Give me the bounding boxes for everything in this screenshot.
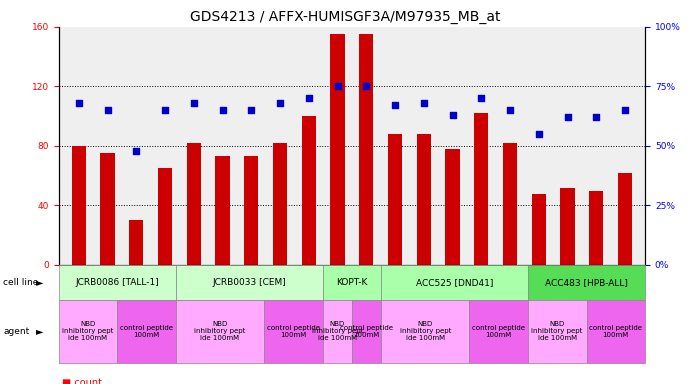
- Text: NBD
inhibitory pept
ide 100mM: NBD inhibitory pept ide 100mM: [195, 321, 246, 341]
- Text: agent: agent: [3, 327, 30, 336]
- Bar: [417, 134, 431, 265]
- Bar: [129, 220, 144, 265]
- Bar: [474, 113, 489, 265]
- Point: [390, 103, 401, 109]
- Point: [418, 100, 429, 106]
- Text: GDS4213 / AFFX-HUMISGF3A/M97935_MB_at: GDS4213 / AFFX-HUMISGF3A/M97935_MB_at: [190, 10, 500, 23]
- Bar: [158, 168, 172, 265]
- Point: [332, 83, 343, 89]
- Text: NBD
inhibitory pept
ide 100mM: NBD inhibitory pept ide 100mM: [312, 321, 363, 341]
- Point: [246, 107, 257, 113]
- Text: ■ count: ■ count: [62, 378, 102, 384]
- Point: [620, 107, 631, 113]
- Point: [275, 100, 286, 106]
- Point: [304, 95, 315, 101]
- Text: NBD
inhibitory pept
ide 100mM: NBD inhibitory pept ide 100mM: [531, 321, 583, 341]
- Point: [504, 107, 515, 113]
- Bar: [302, 116, 316, 265]
- Bar: [589, 190, 604, 265]
- Bar: [215, 156, 230, 265]
- Bar: [531, 194, 546, 265]
- Bar: [560, 188, 575, 265]
- Text: control peptide
100mM: control peptide 100mM: [267, 325, 319, 338]
- Point: [533, 131, 544, 137]
- Point: [73, 100, 84, 106]
- Text: ACC525 [DND41]: ACC525 [DND41]: [416, 278, 493, 287]
- Text: ACC483 [HPB-ALL]: ACC483 [HPB-ALL]: [545, 278, 628, 287]
- Point: [188, 100, 199, 106]
- Bar: [359, 34, 373, 265]
- Text: JCRB0033 [CEM]: JCRB0033 [CEM]: [213, 278, 286, 287]
- Point: [476, 95, 487, 101]
- Point: [591, 114, 602, 121]
- Point: [131, 147, 142, 154]
- Text: NBD
inhibitory pept
ide 100mM: NBD inhibitory pept ide 100mM: [400, 321, 451, 341]
- Text: control peptide
100mM: control peptide 100mM: [472, 325, 525, 338]
- Point: [361, 83, 372, 89]
- Text: control peptide
100mM: control peptide 100mM: [340, 325, 393, 338]
- Bar: [445, 149, 460, 265]
- Text: JCRB0086 [TALL-1]: JCRB0086 [TALL-1]: [75, 278, 159, 287]
- Point: [447, 112, 458, 118]
- Bar: [100, 153, 115, 265]
- Text: ►: ►: [36, 326, 43, 336]
- Text: KOPT-K: KOPT-K: [336, 278, 368, 287]
- Point: [217, 107, 228, 113]
- Bar: [618, 173, 632, 265]
- Bar: [388, 134, 402, 265]
- Text: NBD
inhibitory pept
ide 100mM: NBD inhibitory pept ide 100mM: [62, 321, 114, 341]
- Text: cell line: cell line: [3, 278, 39, 287]
- Bar: [273, 143, 287, 265]
- Text: ►: ►: [36, 277, 43, 287]
- Text: control peptide
100mM: control peptide 100mM: [120, 325, 173, 338]
- Text: control peptide
100mM: control peptide 100mM: [589, 325, 642, 338]
- Bar: [72, 146, 86, 265]
- Bar: [244, 156, 259, 265]
- Bar: [331, 34, 345, 265]
- Point: [102, 107, 113, 113]
- Bar: [186, 143, 201, 265]
- Point: [159, 107, 170, 113]
- Point: [562, 114, 573, 121]
- Bar: [503, 143, 518, 265]
